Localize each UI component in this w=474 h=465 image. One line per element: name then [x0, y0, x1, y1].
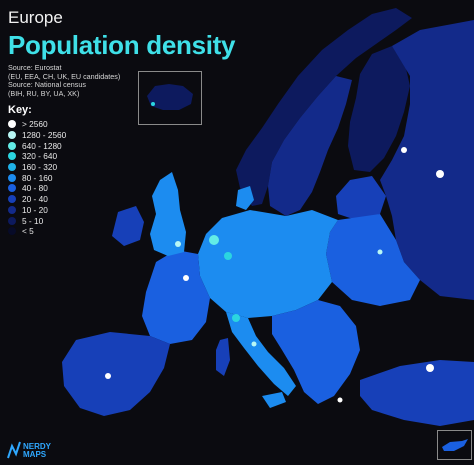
legend-item: 640 - 1280	[8, 140, 66, 151]
legend-swatch	[8, 205, 16, 214]
legend-title: Key:	[8, 104, 32, 116]
region-russia	[380, 20, 474, 300]
region-turkey	[360, 360, 474, 426]
logo-line-1: NERDY	[23, 442, 52, 451]
map-region-label: Europe	[8, 8, 63, 27]
legend-swatch	[8, 120, 16, 129]
source-line-3: Source: National census	[8, 80, 86, 90]
legend-item: < 5	[8, 226, 66, 237]
region-iceland	[147, 84, 193, 110]
region-denmark	[236, 186, 254, 210]
legend-swatch	[8, 163, 16, 172]
legend-item-label: < 5	[22, 226, 34, 237]
map-title: Population density	[8, 30, 236, 60]
legend-item: 320 - 640	[8, 151, 66, 162]
hotspot-london	[175, 241, 181, 247]
legend-item-label: 160 - 320	[22, 162, 58, 173]
logo-mark-icon	[7, 441, 21, 459]
region-baltics	[336, 176, 386, 220]
legend-item: 80 - 160	[8, 172, 66, 183]
logo-wordmark: NERDY MAPS	[23, 443, 51, 458]
legend-item: 20 - 40	[8, 194, 66, 205]
legend-item: > 2560	[8, 119, 66, 130]
logo-line-2: MAPS	[23, 449, 47, 459]
legend-item-label: > 2560	[22, 119, 48, 130]
region-ireland	[112, 206, 144, 246]
legend-swatch	[8, 195, 16, 204]
legend-item-label: 1280 - 2560	[22, 130, 67, 141]
sources-block: Source: Eurostat (EU, EEA, CH, UK, EU can…	[8, 63, 121, 98]
source-line-1: Source: Eurostat	[8, 63, 62, 72]
region-cyprus	[442, 439, 468, 451]
legend-item-label: 40 - 80	[22, 183, 48, 194]
legend-item-label: 320 - 640	[22, 151, 58, 162]
iceland-map	[147, 84, 193, 110]
region-great-britain	[150, 172, 186, 256]
region-sardinia-corsica	[216, 338, 230, 376]
hotspot-milan	[232, 314, 240, 322]
source-line-2: (EU, EEA, CH, UK, EU candidates)	[8, 71, 121, 81]
region-iberia	[62, 332, 170, 416]
legend-item: 10 - 20	[8, 205, 66, 216]
hotspot-reykjavik	[151, 102, 155, 106]
hotspot-madrid	[105, 373, 111, 379]
legend-swatch	[8, 131, 16, 140]
region-france	[142, 250, 210, 344]
region-central-europe	[198, 210, 338, 318]
region-italy	[226, 312, 296, 396]
hotspot-kyiv	[377, 249, 383, 255]
legend-swatch	[8, 173, 16, 182]
cyprus-map	[442, 439, 468, 451]
region-belarus-ukraine	[326, 214, 420, 306]
region-balkans	[272, 300, 360, 404]
legend-item: 160 - 320	[8, 162, 66, 173]
legend-items: > 2560 1280 - 2560 640 - 1280 320 - 640 160 …	[8, 119, 66, 237]
legend-swatch	[8, 141, 16, 150]
region-norway	[236, 8, 412, 206]
region-sicily	[262, 392, 286, 408]
nerdy-maps-logo: NERDY MAPS	[6, 440, 66, 460]
hotspot-stpetersburg	[401, 147, 407, 153]
legend-item-label: 640 - 1280	[22, 140, 62, 151]
hotspot-paris	[183, 275, 189, 281]
hotspot-ruhr	[224, 252, 232, 260]
source-line-4: (BIH, RU, BY, UA, XK)	[8, 88, 80, 98]
legend-item-label: 20 - 40	[22, 194, 48, 205]
region-sweden	[268, 76, 352, 216]
legend-swatch	[8, 184, 16, 193]
inset-cyprus	[437, 430, 472, 460]
legend-swatch	[8, 152, 16, 161]
hotspot-rome	[251, 341, 257, 347]
hotspot-athens	[337, 397, 343, 403]
legend-item-label: 5 - 10	[22, 215, 44, 226]
hotspot-moscow	[436, 170, 444, 178]
legend-item: 5 - 10	[8, 215, 66, 226]
region-finland	[348, 46, 410, 172]
hotspot-istanbul	[426, 364, 434, 372]
hotspot-netherlands	[209, 235, 219, 245]
legend-item-label: 10 - 20	[22, 204, 48, 215]
legend-swatch	[8, 227, 16, 236]
legend-item: 40 - 80	[8, 183, 66, 194]
legend-item-label: 80 - 160	[22, 172, 53, 183]
legend-swatch	[8, 216, 16, 225]
legend: Key: > 2560 1280 - 2560 640 - 1280 320 - 64…	[8, 104, 66, 237]
legend-item: 1280 - 2560	[8, 130, 66, 141]
inset-iceland	[138, 71, 202, 125]
